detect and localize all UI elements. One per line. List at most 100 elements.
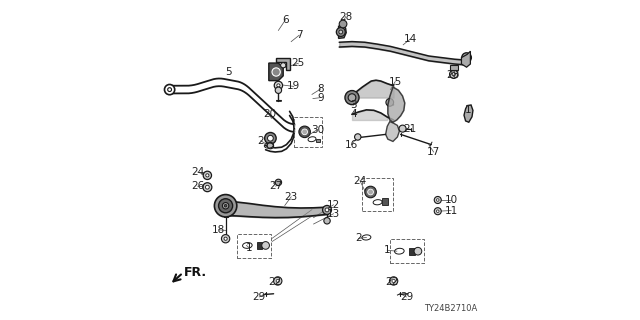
Circle shape [219, 199, 233, 213]
Text: 13: 13 [327, 209, 340, 219]
Text: 9: 9 [317, 92, 324, 103]
FancyArrowPatch shape [173, 275, 181, 281]
Text: 28: 28 [339, 12, 352, 22]
Polygon shape [388, 87, 405, 122]
FancyBboxPatch shape [316, 139, 321, 142]
FancyBboxPatch shape [381, 198, 388, 205]
Circle shape [436, 210, 439, 212]
Circle shape [365, 186, 376, 198]
Text: 24: 24 [191, 167, 204, 177]
Text: 2: 2 [355, 233, 362, 244]
Circle shape [205, 185, 209, 189]
Circle shape [268, 135, 273, 141]
Text: 1: 1 [384, 245, 390, 255]
Circle shape [275, 87, 282, 93]
Circle shape [355, 134, 361, 140]
Circle shape [302, 129, 307, 135]
Circle shape [273, 277, 282, 285]
Circle shape [274, 81, 283, 90]
Circle shape [276, 84, 280, 87]
Circle shape [168, 88, 172, 92]
Circle shape [206, 174, 209, 177]
Circle shape [276, 279, 280, 283]
Polygon shape [276, 58, 290, 70]
Circle shape [164, 84, 175, 95]
Circle shape [280, 63, 285, 68]
Text: 19: 19 [287, 81, 300, 92]
Circle shape [268, 142, 274, 149]
Circle shape [224, 204, 227, 207]
Text: 22: 22 [268, 276, 281, 287]
Text: 15: 15 [388, 76, 402, 87]
Text: 21: 21 [404, 124, 417, 134]
Text: 24: 24 [353, 176, 367, 186]
Circle shape [337, 28, 346, 36]
Circle shape [339, 30, 343, 34]
Text: 17: 17 [427, 147, 440, 157]
Text: 25: 25 [292, 58, 305, 68]
Text: 4: 4 [350, 108, 357, 119]
Text: 28: 28 [446, 70, 460, 80]
Polygon shape [339, 25, 346, 38]
Circle shape [275, 179, 282, 186]
Circle shape [214, 195, 237, 217]
Circle shape [452, 73, 456, 76]
Circle shape [339, 20, 347, 28]
Text: 26: 26 [191, 181, 204, 191]
Text: 2: 2 [257, 136, 264, 146]
Text: 6: 6 [282, 15, 289, 25]
Circle shape [224, 237, 227, 240]
Text: 7: 7 [296, 30, 303, 40]
Circle shape [464, 55, 468, 60]
Circle shape [272, 68, 280, 76]
FancyBboxPatch shape [257, 242, 262, 249]
Circle shape [203, 183, 212, 192]
Text: 14: 14 [404, 34, 417, 44]
Circle shape [399, 125, 406, 132]
FancyBboxPatch shape [409, 248, 415, 255]
Circle shape [392, 279, 396, 283]
Circle shape [345, 91, 359, 105]
Text: 1: 1 [246, 243, 253, 253]
FancyBboxPatch shape [450, 65, 458, 70]
Polygon shape [461, 51, 470, 67]
Text: 29: 29 [253, 292, 266, 302]
Text: 16: 16 [345, 140, 358, 150]
Circle shape [462, 53, 472, 62]
Circle shape [204, 171, 211, 180]
Circle shape [348, 94, 356, 101]
Polygon shape [464, 105, 473, 122]
Circle shape [299, 126, 310, 138]
Text: 29: 29 [400, 292, 413, 302]
Circle shape [221, 235, 230, 243]
Text: 10: 10 [445, 195, 458, 205]
Circle shape [435, 196, 442, 204]
Text: 18: 18 [212, 225, 225, 235]
Circle shape [449, 70, 458, 78]
Circle shape [265, 132, 276, 144]
Circle shape [323, 205, 332, 214]
Text: 12: 12 [327, 200, 340, 210]
Text: 5: 5 [225, 67, 232, 77]
Circle shape [262, 242, 269, 249]
Circle shape [414, 247, 422, 255]
Text: 11: 11 [445, 205, 458, 216]
Text: 30: 30 [311, 124, 324, 135]
Text: TY24B2710A: TY24B2710A [424, 304, 477, 313]
Polygon shape [269, 63, 283, 81]
Text: 20: 20 [263, 108, 276, 119]
Circle shape [324, 218, 330, 224]
Circle shape [223, 203, 229, 209]
Circle shape [367, 189, 374, 195]
Circle shape [436, 199, 439, 201]
Circle shape [325, 208, 329, 212]
Text: 22: 22 [385, 276, 399, 287]
Circle shape [389, 277, 398, 285]
Polygon shape [385, 122, 399, 141]
Text: 23: 23 [285, 192, 298, 202]
Text: 8: 8 [317, 84, 324, 94]
Circle shape [435, 208, 442, 215]
Text: FR.: FR. [184, 266, 207, 279]
Text: 27: 27 [269, 181, 282, 191]
Text: 3: 3 [350, 100, 357, 110]
